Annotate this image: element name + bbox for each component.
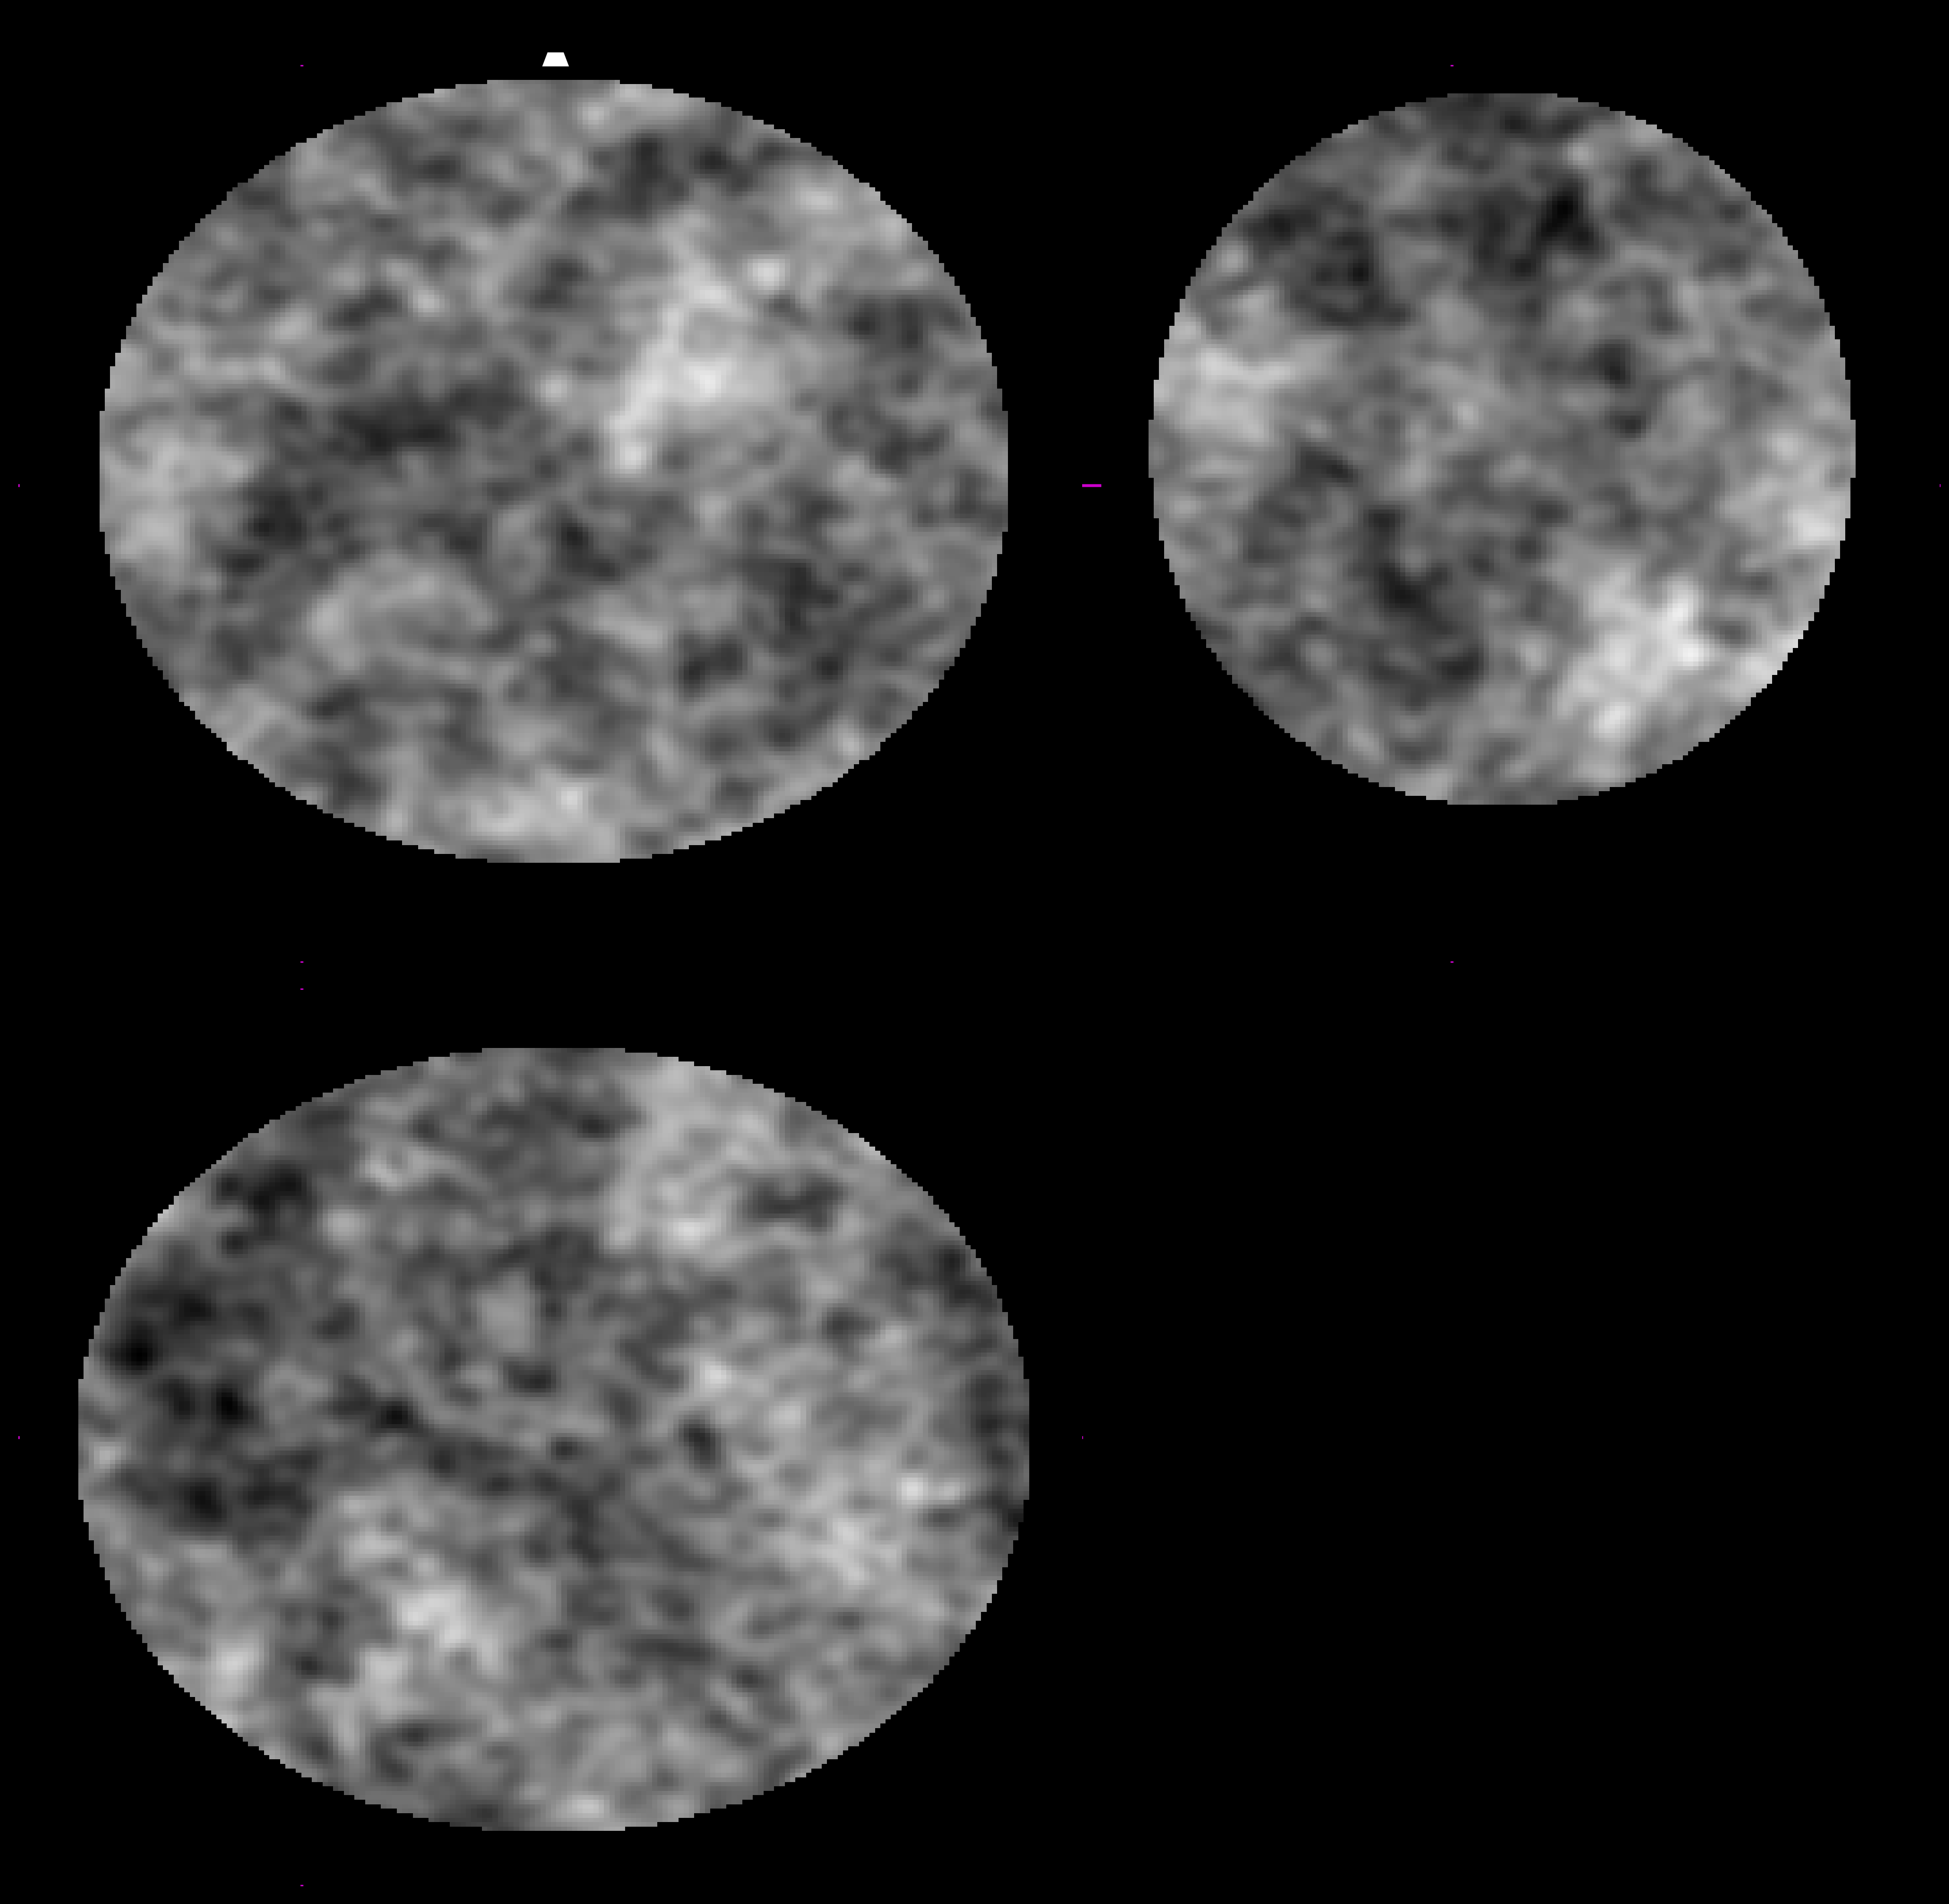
Text: L: L	[29, 861, 70, 923]
Text: A: A	[507, 48, 604, 188]
Ellipse shape	[1290, 413, 1419, 558]
Ellipse shape	[64, 381, 267, 590]
Ellipse shape	[80, 1352, 244, 1523]
